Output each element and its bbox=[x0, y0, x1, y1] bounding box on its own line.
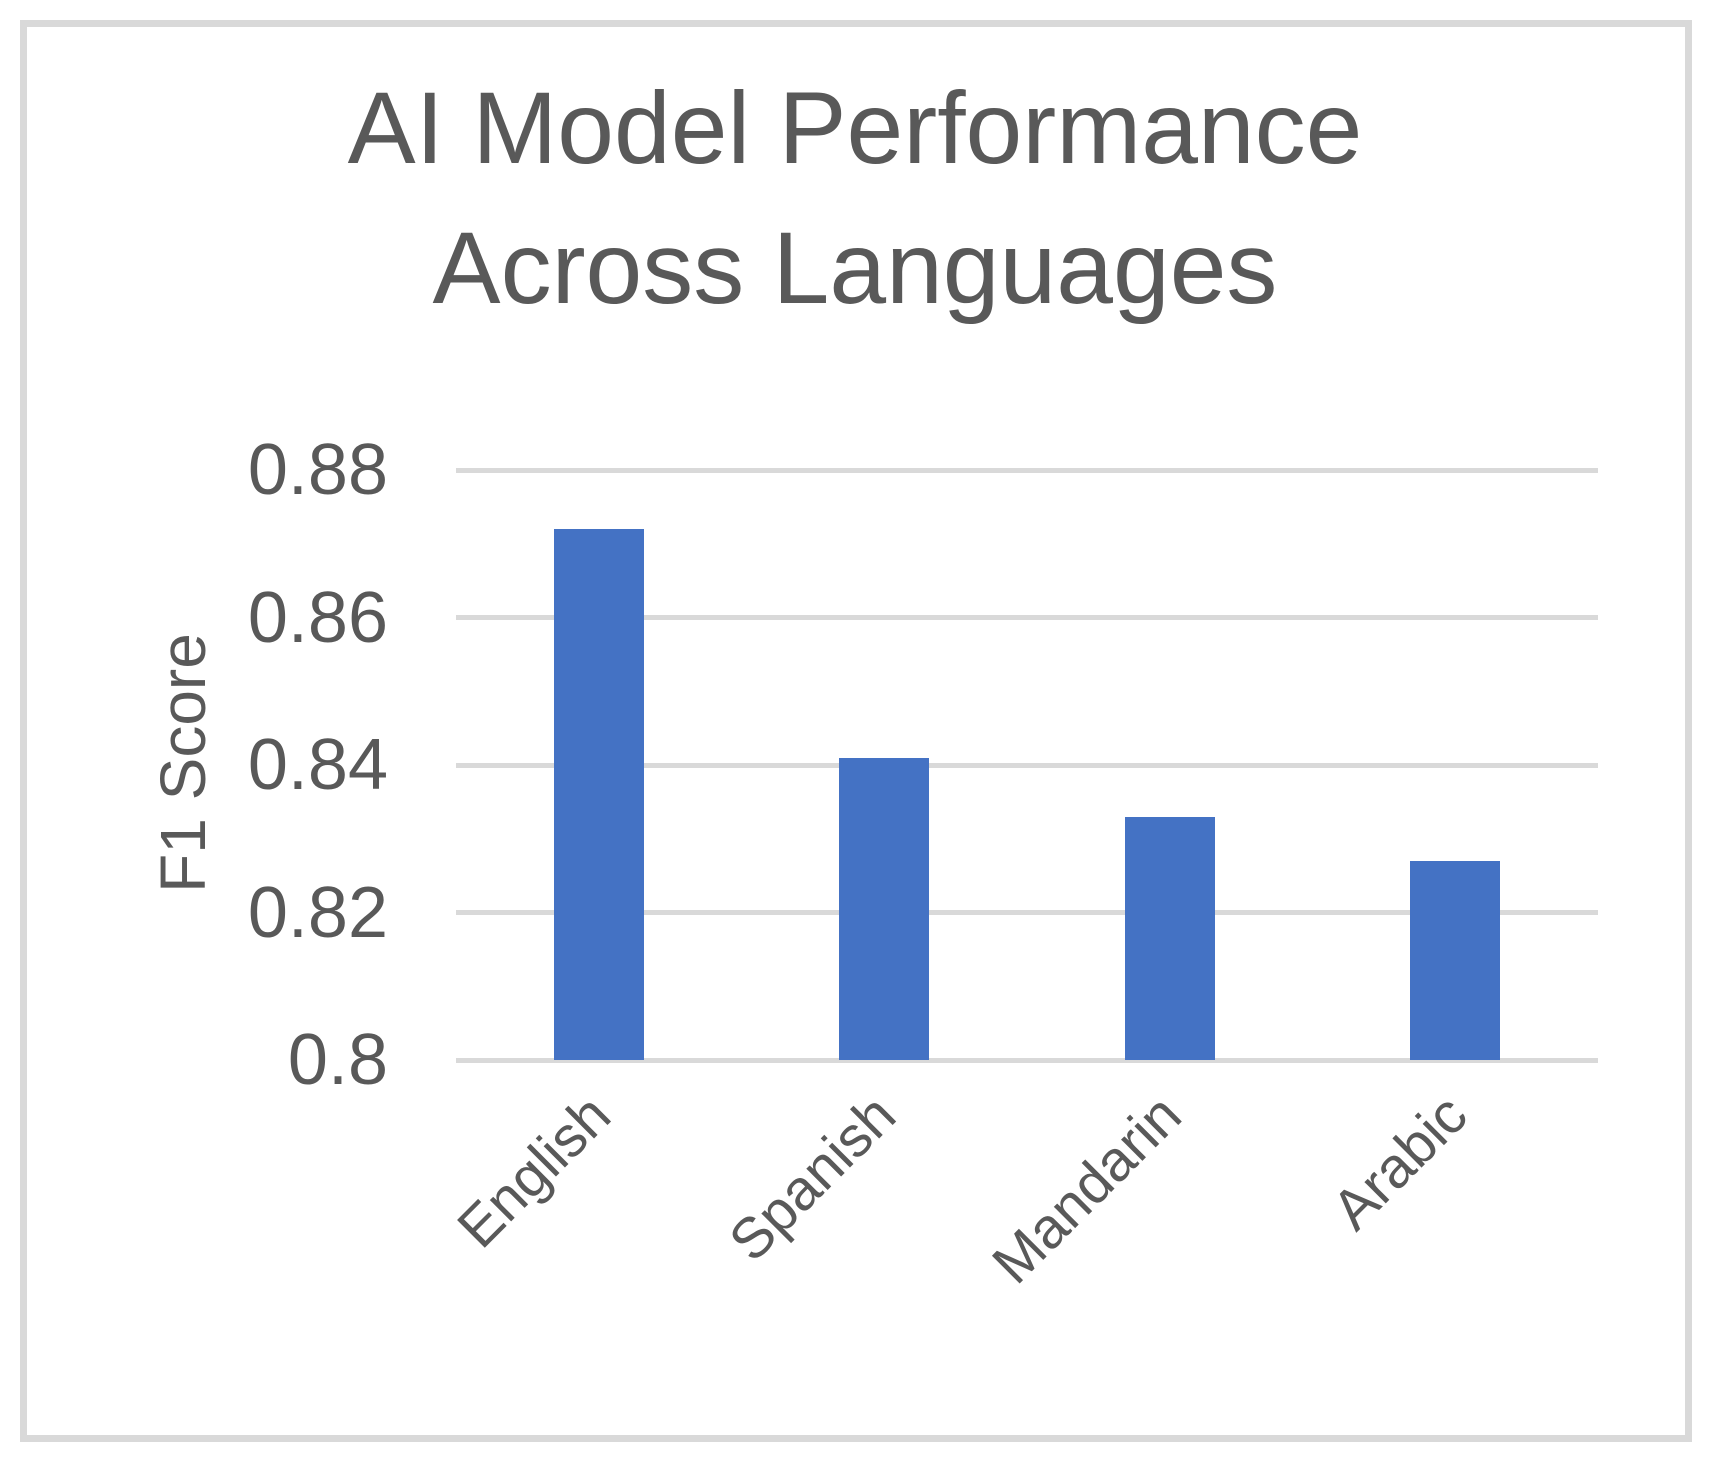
bar-spanish bbox=[839, 757, 930, 1060]
gridline-0.82 bbox=[456, 910, 1598, 915]
gridline-0.84 bbox=[456, 762, 1598, 768]
bar-mandarin bbox=[1124, 816, 1215, 1060]
bar-arabic bbox=[1410, 860, 1501, 1060]
gridline-0.8 bbox=[456, 1057, 1598, 1063]
bar-english bbox=[553, 529, 644, 1060]
chart-border bbox=[20, 20, 1692, 1442]
chart-title-line-2: Across Languages bbox=[432, 211, 1278, 325]
y-tick-label-0.88: 0.88 bbox=[247, 430, 388, 510]
chart-title-line-1: AI Model Performance bbox=[347, 71, 1363, 185]
y-tick-label-0.84: 0.84 bbox=[247, 725, 388, 805]
y-axis-title: F1 Score bbox=[147, 633, 219, 893]
chart-title: AI Model Performance Across Languages bbox=[0, 58, 1710, 338]
y-tick-label-0.82: 0.82 bbox=[247, 872, 388, 953]
plot-area bbox=[456, 467, 1598, 1063]
gridline-0.88 bbox=[456, 467, 1598, 473]
gridline-0.86 bbox=[456, 615, 1598, 620]
y-tick-label-0.86: 0.86 bbox=[247, 577, 388, 658]
y-tick-label-0.8: 0.8 bbox=[287, 1020, 388, 1100]
